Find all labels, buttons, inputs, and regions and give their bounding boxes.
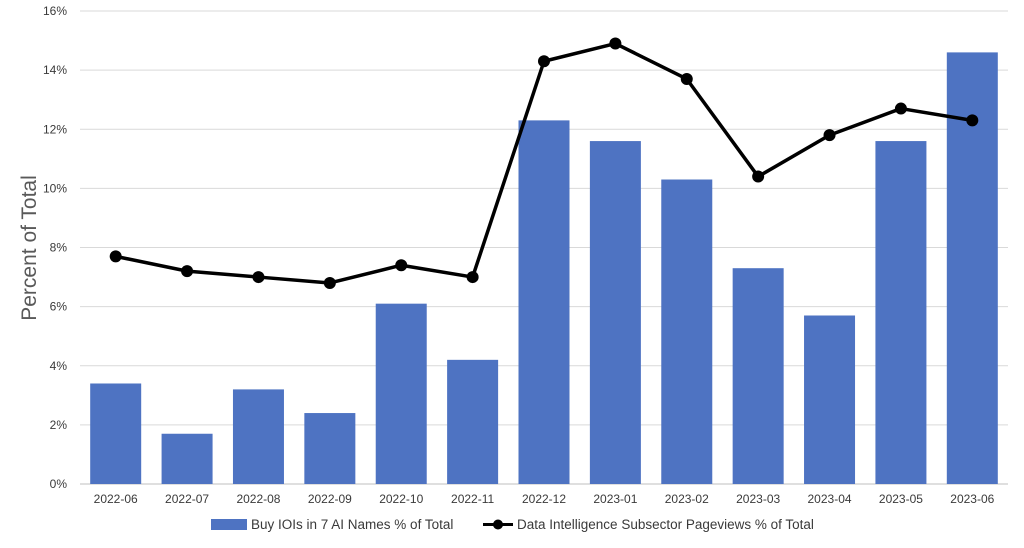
bar (732, 268, 784, 484)
y-axis-ticks: 0% 2% 4% 6% 8% 10% 12% 14% 16% (43, 4, 67, 491)
y-tick-label: 12% (43, 122, 67, 136)
y-tick-label: 6% (50, 300, 68, 314)
legend-bar-swatch (211, 519, 247, 530)
bar (90, 383, 142, 484)
x-tick-label: 2023-06 (950, 492, 994, 506)
bar (161, 433, 213, 484)
y-tick-label: 4% (50, 359, 68, 373)
line-point (680, 72, 693, 85)
line-point (894, 102, 907, 115)
y-tick-label: 14% (43, 63, 67, 77)
x-tick-label: 2023-05 (879, 492, 923, 506)
line-point (466, 271, 479, 284)
bar (447, 359, 499, 484)
line-point (609, 37, 622, 50)
x-tick-label: 2023-04 (808, 492, 852, 506)
bar (875, 141, 927, 484)
line-point (823, 129, 836, 142)
x-tick-label: 2022-10 (379, 492, 423, 506)
bar (589, 141, 641, 484)
y-axis-title: Percent of Total (18, 175, 41, 321)
x-tick-label: 2022-08 (236, 492, 280, 506)
line-point (966, 114, 979, 127)
bar (232, 389, 284, 484)
x-tick-label: 2022-07 (165, 492, 209, 506)
line-point (395, 259, 408, 272)
line-point (181, 265, 194, 278)
line-point (252, 271, 265, 284)
x-tick-label: 2022-09 (308, 492, 352, 506)
x-axis-ticks: 2022-06 2022-07 2022-08 2022-09 2022-10 2022-… (94, 492, 995, 506)
bar (518, 120, 570, 484)
x-tick-label: 2023-01 (593, 492, 637, 506)
x-tick-label: 2023-02 (665, 492, 709, 506)
y-tick-label: 16% (43, 4, 67, 18)
line-point (752, 170, 765, 183)
y-tick-label: 10% (43, 181, 67, 195)
legend: Buy IOIs in 7 AI Names % of Total Data I… (211, 517, 814, 532)
legend-line-label: Data Intelligence Subsector Pageviews % … (517, 517, 814, 532)
x-tick-label: 2023-03 (736, 492, 780, 506)
line-point (323, 276, 336, 289)
line-point (538, 55, 550, 68)
bar (304, 413, 356, 484)
y-tick-label: 2% (50, 418, 68, 432)
legend-bar-label: Buy IOIs in 7 AI Names % of Total (251, 517, 453, 532)
y-tick-label: 0% (50, 477, 68, 491)
bar (661, 179, 713, 484)
bar (375, 303, 427, 484)
x-tick-label: 2022-11 (451, 492, 494, 506)
line-series (109, 37, 979, 289)
legend-line-marker (493, 519, 503, 530)
line-point (109, 250, 122, 263)
bar (804, 315, 856, 484)
x-tick-label: 2022-12 (522, 492, 566, 506)
y-tick-label: 8% (50, 241, 68, 255)
bar-series (90, 52, 998, 484)
x-tick-label: 2022-06 (94, 492, 138, 506)
